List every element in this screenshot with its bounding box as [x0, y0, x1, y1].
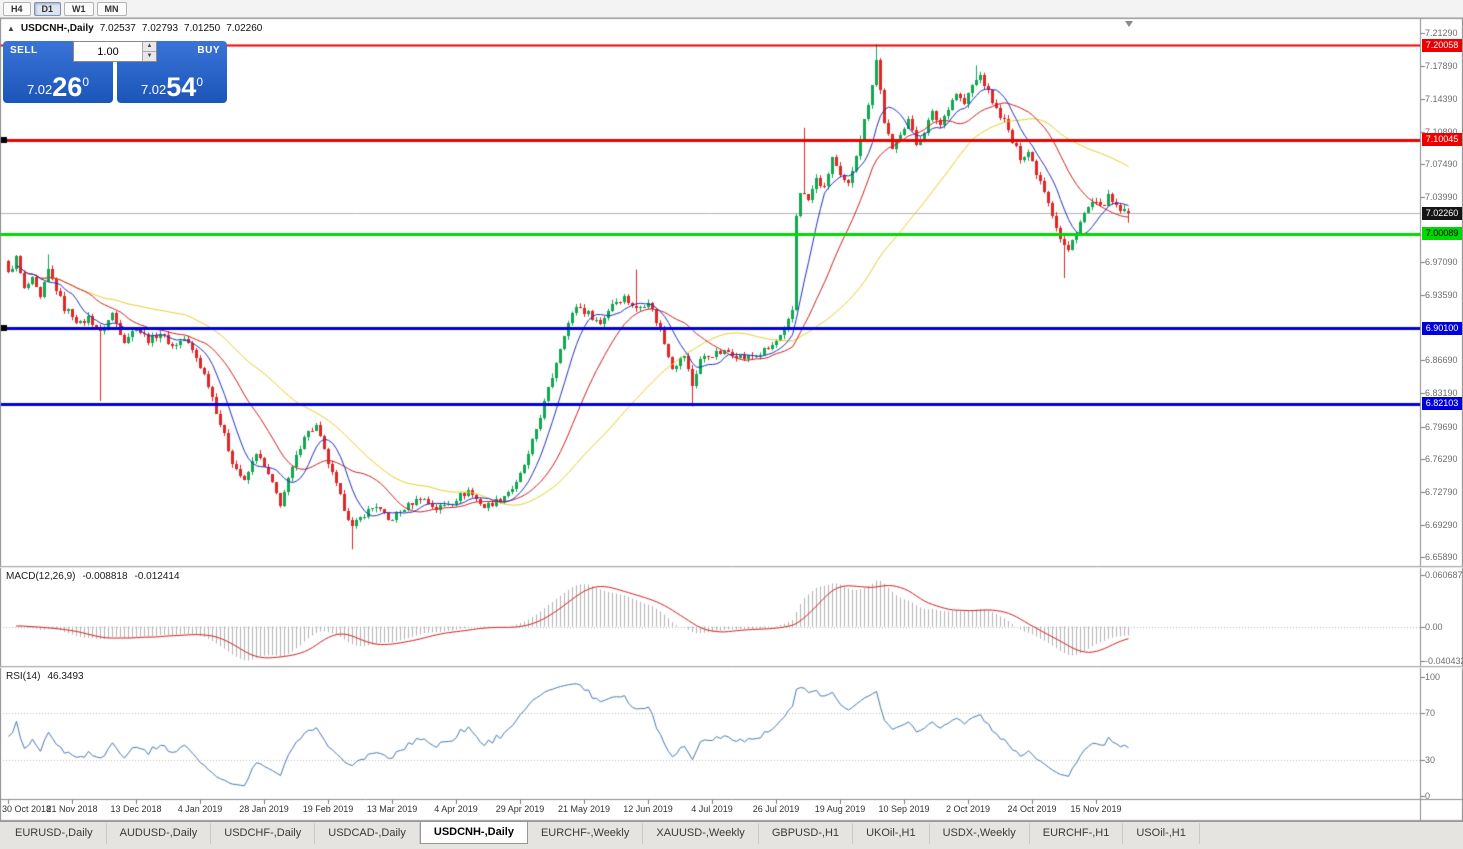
chart-tab-eurusd-daily[interactable]: EURUSD-,Daily — [2, 823, 107, 844]
ohlc-low: 7.01250 — [184, 23, 221, 34]
chart-tab-ukoil-h1[interactable]: UKOil-,H1 — [853, 823, 930, 844]
chart-shift-marker — [1125, 21, 1133, 27]
rsi-indicator-label: RSI(14) 46.3493 — [6, 671, 84, 682]
macd-value-main: -0.008818 — [82, 571, 128, 582]
timeframe-button-w1[interactable]: W1 — [64, 1, 94, 16]
chart-title: ▲ USDCNH-,Daily 7.02537 7.02793 7.01250 … — [7, 23, 262, 34]
chart-tab-xauusd-weekly[interactable]: XAUUSD-,Weekly — [643, 823, 759, 844]
macd-indicator-label: MACD(12,26,9) -0.008818 -0.012414 — [6, 571, 180, 582]
buy-label: BUY — [197, 45, 220, 56]
chart-tab-eurchf-h1[interactable]: EURCHF-,H1 — [1030, 823, 1124, 844]
sell-price: 7.02 26 0 — [3, 72, 113, 102]
sell-price-main: 7.02 — [26, 82, 53, 97]
ohlc-close: 7.02260 — [226, 23, 263, 34]
chart-tab-usdchf-daily[interactable]: USDCHF-,Daily — [211, 823, 316, 844]
buy-price-main: 7.02 — [140, 82, 167, 97]
timeframe-toolbar: H4 D1 W1 MN — [0, 0, 1463, 18]
buy-price: 7.02 54 0 — [117, 72, 227, 102]
chart-tab-eurchf-weekly[interactable]: EURCHF-,Weekly — [528, 823, 644, 844]
chart-tab-usdx-weekly[interactable]: USDX-,Weekly — [930, 823, 1030, 844]
volume-control: ▲ ▼ — [73, 41, 157, 62]
chart-tab-bar: EURUSD-,Daily AUDUSD-,Daily USDCHF-,Daily U… — [0, 821, 1463, 849]
one-click-trading-toggle-icon[interactable]: ▲ — [7, 24, 15, 33]
volume-spinner: ▲ ▼ — [142, 42, 156, 61]
chart-tab-audusd-daily[interactable]: AUDUSD-,Daily — [107, 823, 212, 844]
sell-price-pips: 26 — [52, 72, 83, 102]
volume-input[interactable] — [74, 42, 142, 61]
buy-price-point: 0 — [196, 75, 204, 89]
chart-tab-usoil-h1[interactable]: USOil-,H1 — [1123, 823, 1200, 844]
sell-price-point: 0 — [82, 75, 90, 89]
macd-value-signal: -0.012414 — [134, 571, 180, 582]
chart-tab-gbpusd-h1[interactable]: GBPUSD-,H1 — [759, 823, 854, 844]
timeframe-button-mn[interactable]: MN — [96, 1, 127, 16]
timeframe-button-h4[interactable]: H4 — [3, 1, 31, 16]
macd-name: MACD(12,26,9) — [6, 571, 76, 582]
chart-symbol-label: USDCNH-,Daily — [20, 23, 94, 34]
buy-price-pips: 54 — [166, 72, 197, 102]
ohlc-open: 7.02537 — [99, 23, 136, 34]
rsi-name: RSI(14) — [6, 671, 41, 682]
chart-tab-usdcnh-daily[interactable]: USDCNH-,Daily — [419, 822, 528, 844]
timeframe-button-d1[interactable]: D1 — [33, 1, 62, 16]
one-click-trading-panel: SELL 7.02 26 0 BUY 7.02 54 0 ▲ ▼ — [3, 41, 227, 103]
rsi-value: 46.3493 — [47, 671, 84, 682]
ohlc-high: 7.02793 — [141, 23, 179, 34]
chart-tab-usdcad-daily[interactable]: USDCAD-,Daily — [315, 823, 420, 844]
volume-increase-button[interactable]: ▲ — [143, 42, 156, 52]
sell-label: SELL — [10, 45, 38, 56]
volume-decrease-button[interactable]: ▼ — [143, 52, 156, 61]
